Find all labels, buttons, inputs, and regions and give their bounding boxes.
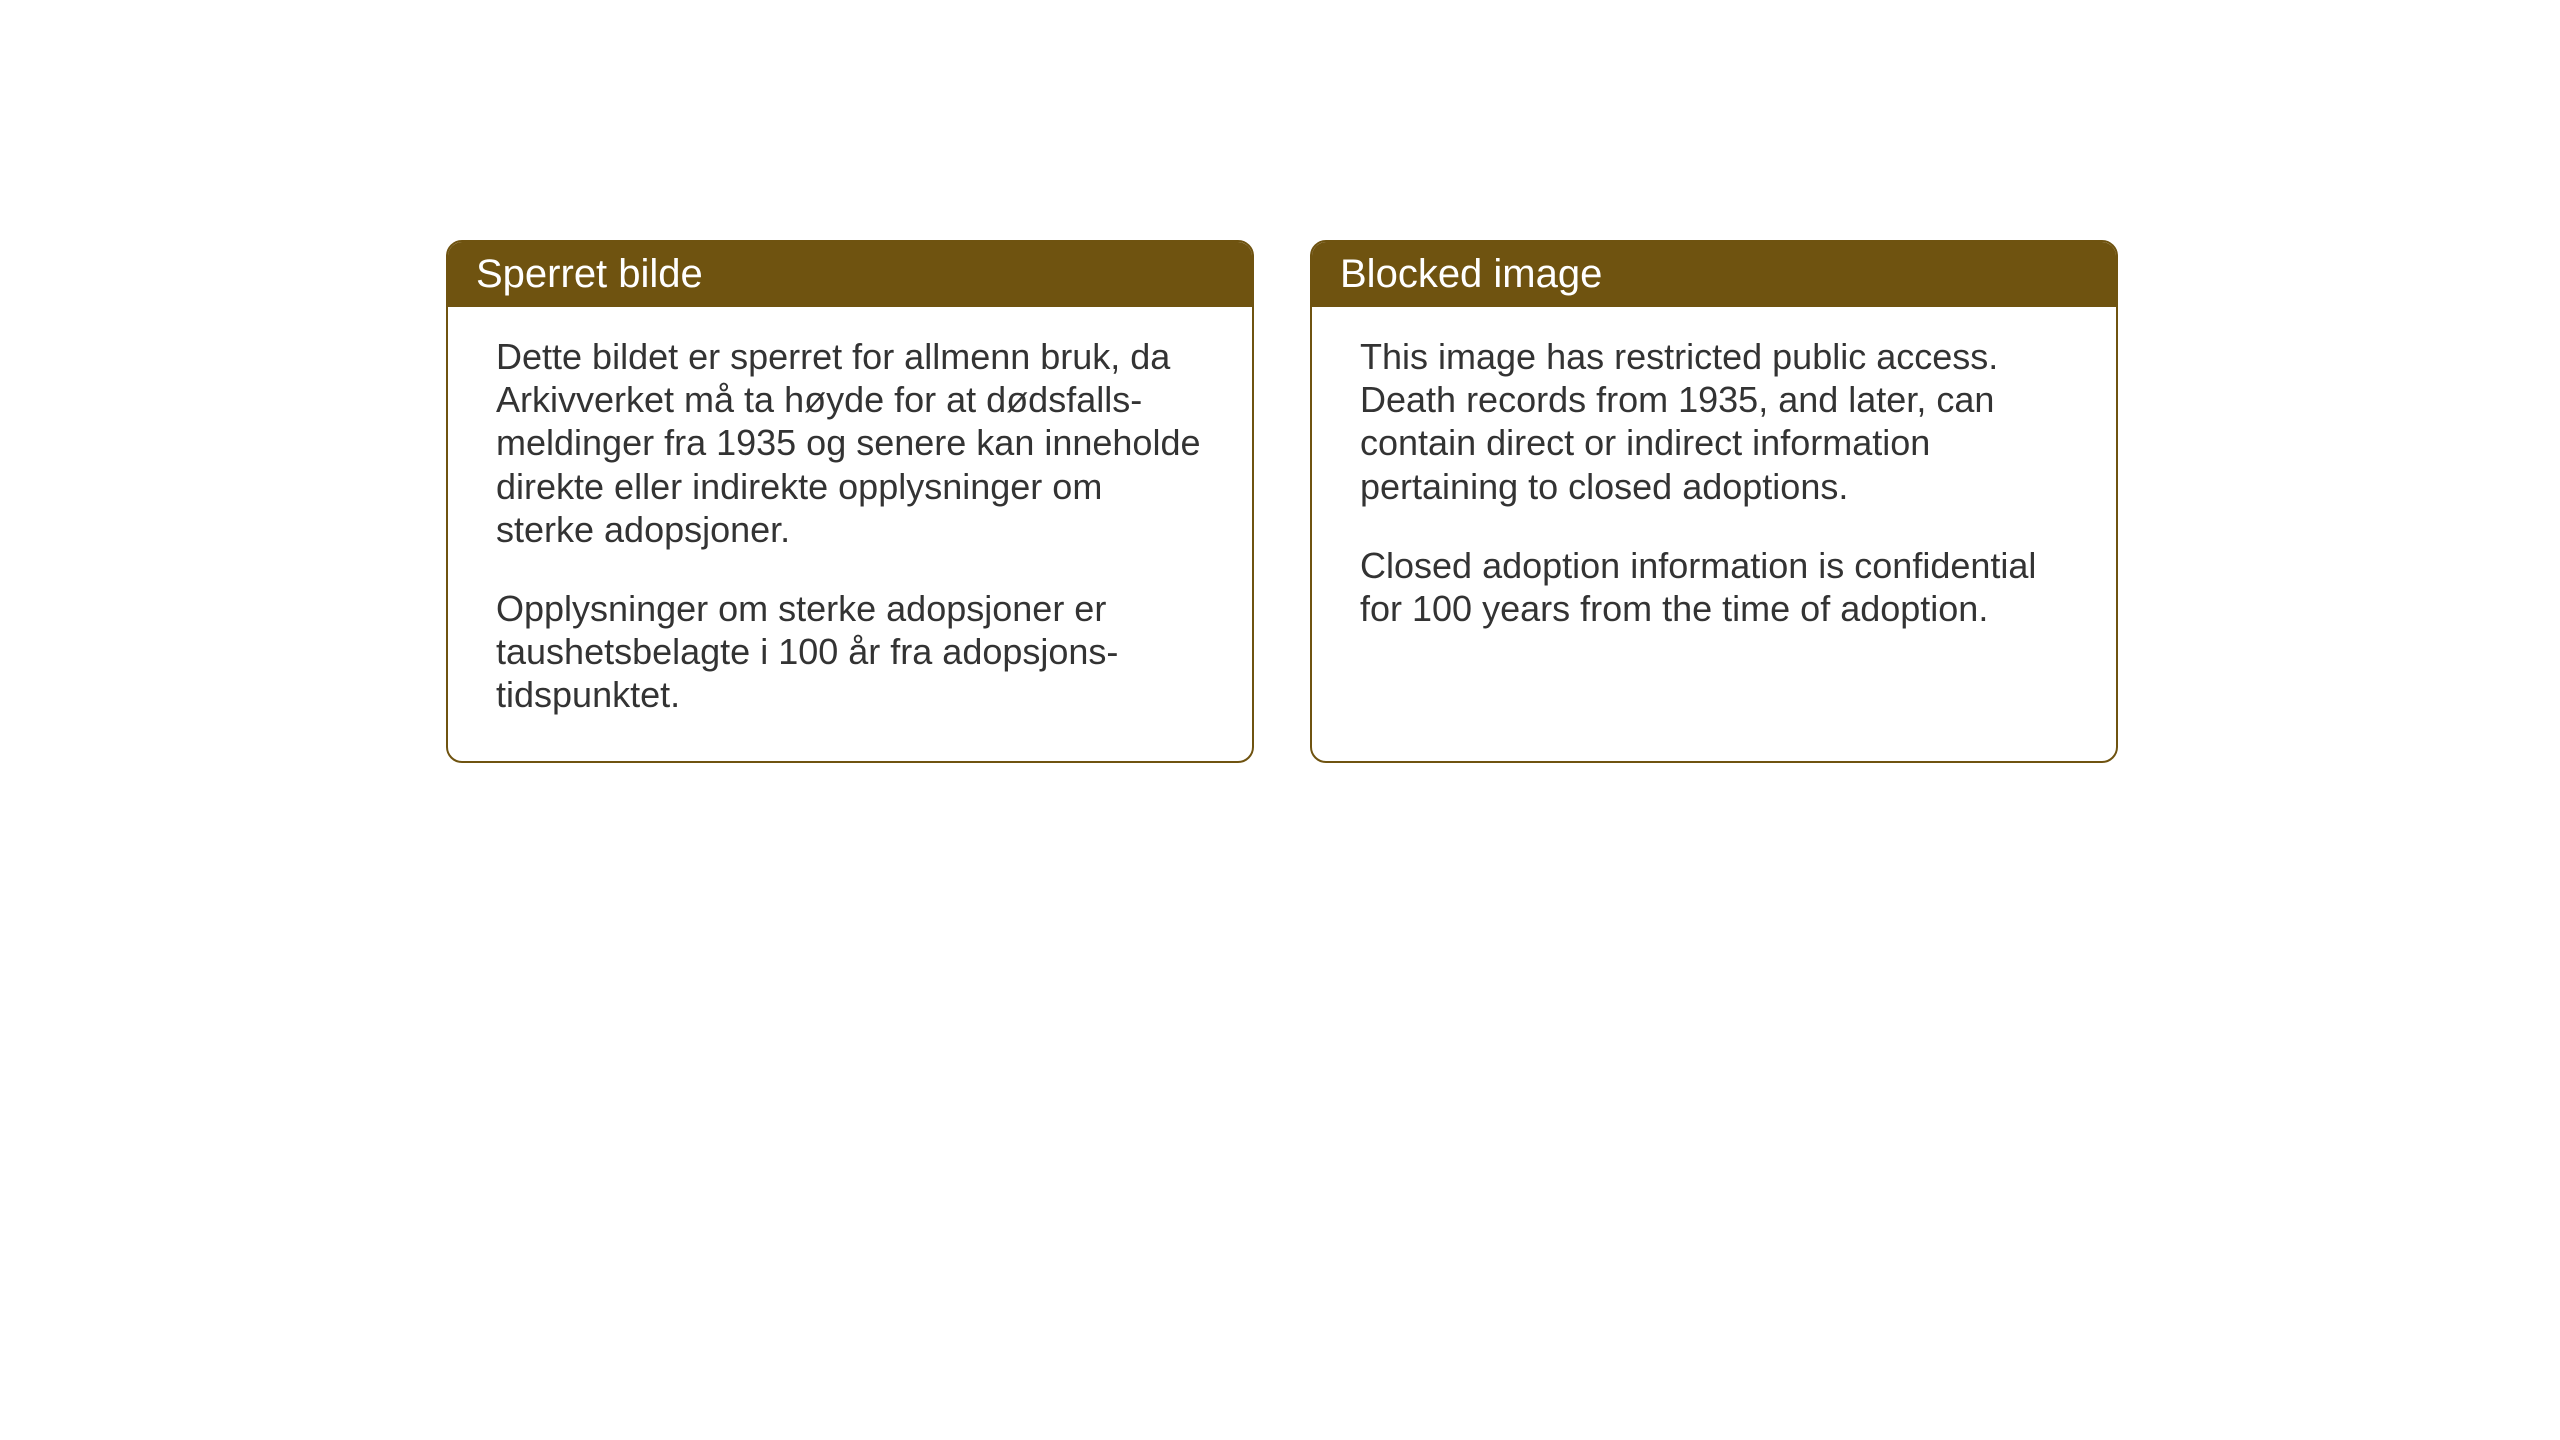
- card-body-norwegian: Dette bildet er sperret for allmenn bruk…: [448, 307, 1252, 761]
- card-english: Blocked image This image has restricted …: [1310, 240, 2118, 763]
- card-paragraph-2-english: Closed adoption information is confident…: [1360, 544, 2068, 630]
- card-title-norwegian: Sperret bilde: [476, 252, 703, 296]
- card-norwegian: Sperret bilde Dette bildet er sperret fo…: [446, 240, 1254, 763]
- cards-container: Sperret bilde Dette bildet er sperret fo…: [446, 240, 2118, 763]
- card-paragraph-2-norwegian: Opplysninger om sterke adopsjoner er tau…: [496, 587, 1204, 717]
- card-header-norwegian: Sperret bilde: [448, 242, 1252, 307]
- card-paragraph-1-english: This image has restricted public access.…: [1360, 335, 2068, 508]
- card-header-english: Blocked image: [1312, 242, 2116, 307]
- card-title-english: Blocked image: [1340, 252, 1602, 296]
- card-paragraph-1-norwegian: Dette bildet er sperret for allmenn bruk…: [496, 335, 1204, 551]
- card-body-english: This image has restricted public access.…: [1312, 307, 2116, 674]
